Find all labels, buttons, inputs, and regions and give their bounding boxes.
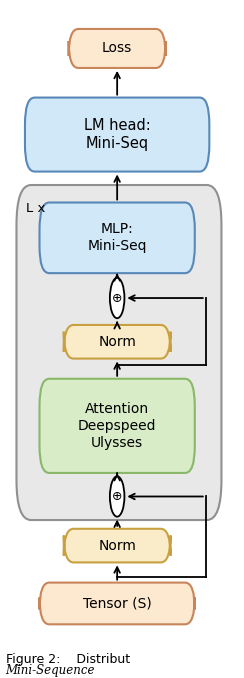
Text: Attention
Deepspeed
Ulysses: Attention Deepspeed Ulysses [78,401,156,450]
Text: LM head:
Mini-Seq: LM head: Mini-Seq [84,118,151,151]
Text: Mini-Sequence: Mini-Sequence [6,664,95,677]
FancyBboxPatch shape [69,29,166,68]
FancyBboxPatch shape [25,98,209,172]
FancyBboxPatch shape [40,203,195,273]
FancyBboxPatch shape [40,582,195,624]
Text: Norm: Norm [98,538,136,553]
Text: L x: L x [26,202,46,215]
Text: Norm: Norm [98,335,136,348]
Text: MLP:
Mini-Seq: MLP: Mini-Seq [87,222,147,254]
Text: $\oplus$: $\oplus$ [112,490,123,503]
FancyBboxPatch shape [64,325,171,359]
FancyBboxPatch shape [40,379,195,473]
Text: Loss: Loss [102,41,132,56]
FancyBboxPatch shape [16,185,222,520]
Circle shape [110,278,124,318]
Text: $\oplus$: $\oplus$ [112,292,123,304]
FancyBboxPatch shape [64,529,171,563]
Text: Tensor (S): Tensor (S) [83,597,152,610]
Circle shape [110,477,124,517]
Text: Figure 2:    Distribut: Figure 2: Distribut [6,654,130,666]
